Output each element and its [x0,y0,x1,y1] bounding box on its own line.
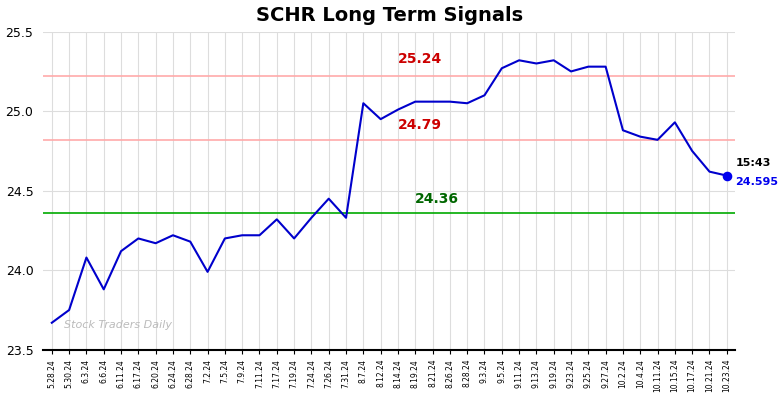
Text: 15:43: 15:43 [735,158,771,168]
Text: 24.79: 24.79 [398,118,442,132]
Text: 24.36: 24.36 [416,193,459,207]
Text: 25.24: 25.24 [398,53,442,66]
Text: Stock Traders Daily: Stock Traders Daily [64,320,172,330]
Text: 24.595: 24.595 [735,177,779,187]
Point [720,172,733,179]
Title: SCHR Long Term Signals: SCHR Long Term Signals [256,6,523,25]
